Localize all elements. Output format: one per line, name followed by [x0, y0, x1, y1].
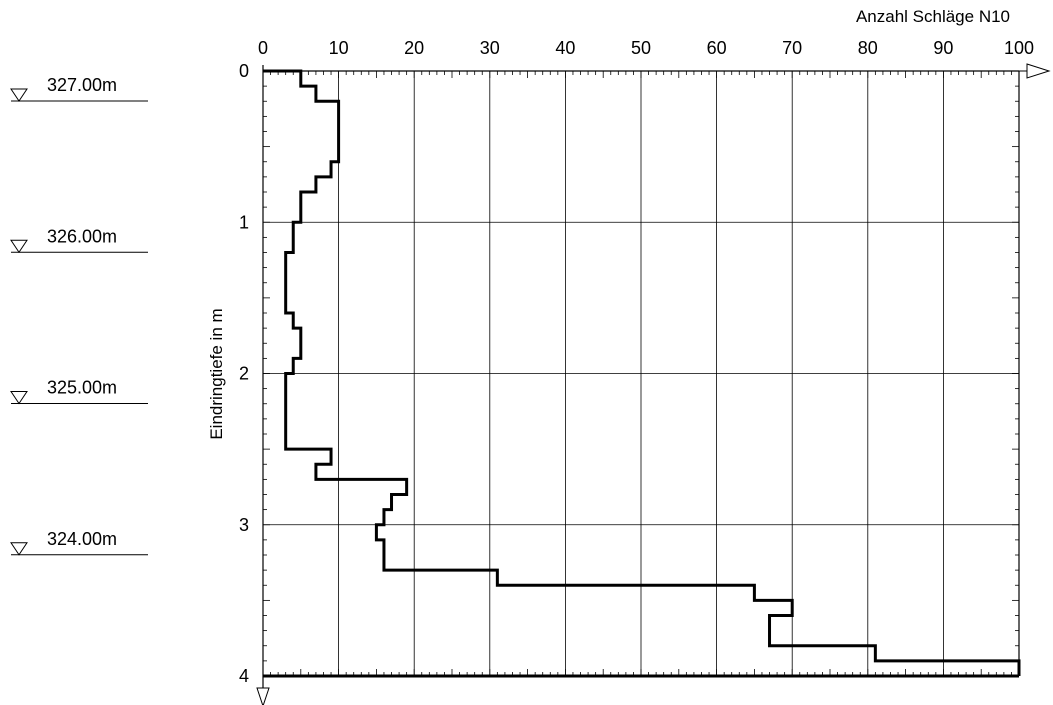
x-tick-label-30: 30 [480, 38, 500, 58]
axes [256, 63, 1051, 705]
x-tick-labels: 0 10 20 30 40 50 60 70 80 90 100 [258, 38, 1034, 58]
x-tick-label-100: 100 [1004, 38, 1034, 58]
y-tick-label-1: 1 [239, 212, 249, 232]
y-tick-labels: 0 1 2 3 4 [239, 61, 249, 686]
elevation-label: 327.00m [47, 75, 117, 95]
x-tick-label-20: 20 [404, 38, 424, 58]
y-tick-label-2: 2 [239, 364, 249, 384]
grid-lines [263, 71, 1019, 676]
elevation-label: 326.00m [47, 226, 117, 246]
level-triangle-icon [10, 88, 28, 102]
elevation-label: 325.00m [47, 378, 117, 398]
x-tick-label-40: 40 [555, 38, 575, 58]
y-axis-arrow-icon [256, 687, 270, 705]
level-triangle-icon [10, 542, 28, 556]
x-tick-label-80: 80 [858, 38, 878, 58]
x-tick-label-0: 0 [258, 38, 268, 58]
y-axis-label: Eindringtiefe in m [207, 308, 226, 439]
level-triangle-icon [10, 239, 28, 254]
y-tick-label-4: 4 [239, 666, 249, 686]
x-tick-label-90: 90 [933, 38, 953, 58]
elevation-marker: 326.00m [10, 226, 148, 254]
y-tick-label-0: 0 [239, 61, 249, 81]
y-tick-label-3: 3 [239, 515, 249, 535]
x-tick-label-60: 60 [707, 38, 727, 58]
elevation-label: 324.00m [47, 529, 117, 549]
series-line-0 [263, 69, 1021, 676]
elevation-marker: 324.00m [10, 529, 148, 556]
elevation-marker: 325.00m [10, 378, 148, 405]
series-group [263, 69, 1021, 676]
x-axis-arrow-icon [1026, 63, 1051, 79]
x-tick-label-50: 50 [631, 38, 651, 58]
level-triangle-icon [10, 391, 28, 405]
elevation-marker: 327.00m [10, 75, 148, 102]
elevation-markers: 327.00m 326.00m 325.00m 324.00m [10, 75, 148, 556]
x-axis-label: Anzahl Schläge N10 [856, 7, 1010, 26]
x-tick-label-70: 70 [782, 38, 802, 58]
x-tick-label-10: 10 [329, 38, 349, 58]
